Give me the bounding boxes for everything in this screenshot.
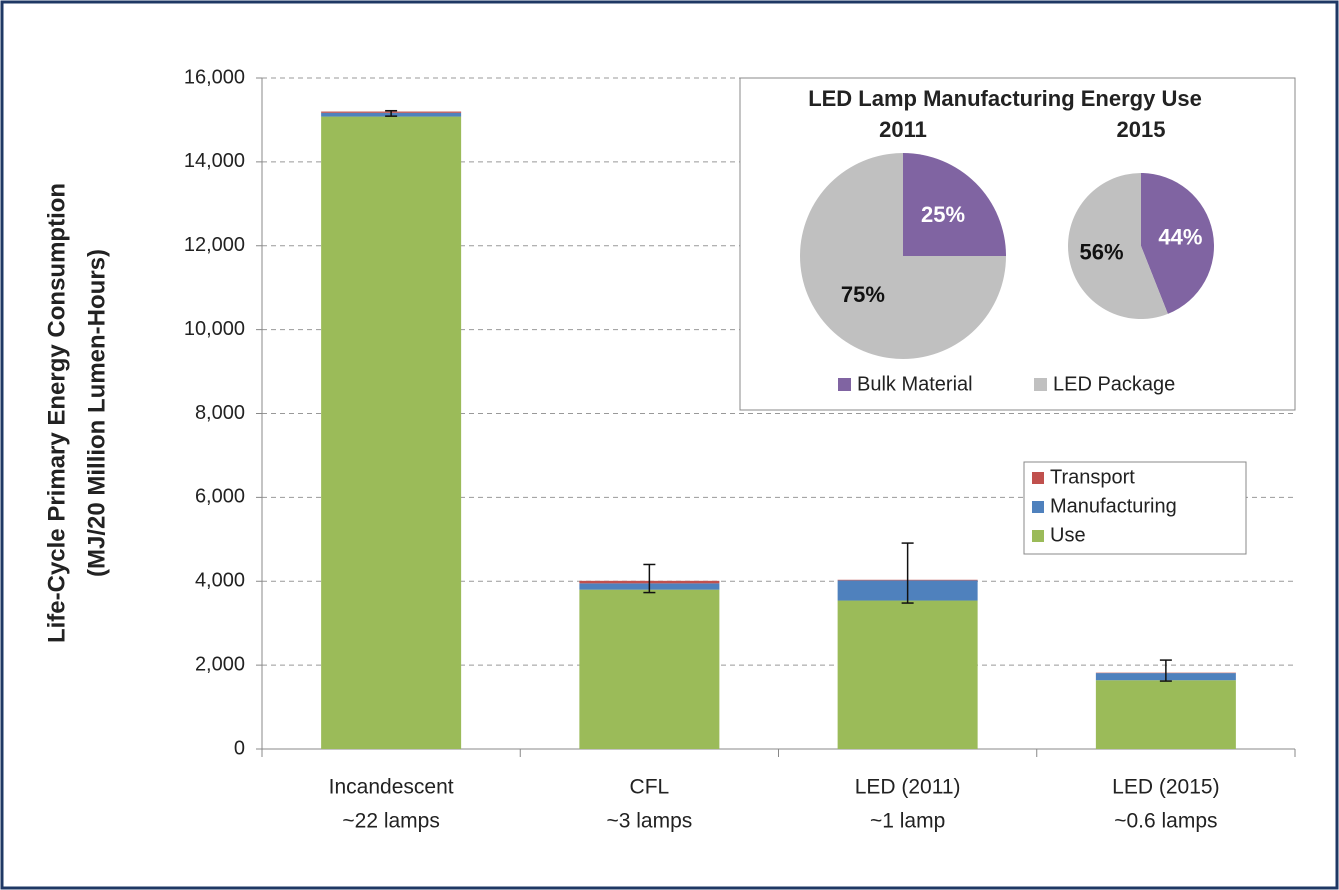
y-tick-label: 6,000 — [195, 486, 245, 508]
x-tick-label: LED (2015) — [1112, 776, 1219, 799]
legend-label: Manufacturing — [1050, 495, 1177, 517]
legend-swatch — [1032, 472, 1044, 484]
y-tick-label: 16,000 — [184, 66, 245, 88]
y-tick-label: 2,000 — [195, 653, 245, 675]
pie-label: 2015 — [1117, 117, 1166, 142]
pie-slice — [1068, 173, 1168, 319]
legend-swatch — [1034, 378, 1047, 391]
y-axis-label: (MJ/20 Million Lumen-Hours) — [83, 249, 110, 577]
x-tick-label: LED (2011) — [855, 776, 961, 799]
pie-slice — [903, 153, 1006, 256]
x-tick-label: ~22 lamps — [342, 810, 439, 833]
y-tick-label: 12,000 — [184, 234, 245, 256]
pie-slice — [800, 153, 1006, 359]
bar-segment — [321, 116, 462, 749]
legend-label: Use — [1050, 524, 1086, 546]
legend-swatch — [838, 378, 851, 391]
x-tick-label: CFL — [630, 776, 670, 799]
legend-label: Transport — [1050, 466, 1135, 488]
bar-segment — [837, 600, 978, 749]
slice-label: 56% — [1080, 239, 1124, 264]
legend-label: Bulk Material — [857, 373, 973, 395]
y-axis-label: Life-Cycle Primary Energy Consumption — [43, 183, 70, 643]
x-tick-label: Incandescent — [329, 776, 454, 799]
slice-label: 44% — [1158, 224, 1202, 249]
y-tick-label: 8,000 — [195, 402, 245, 424]
y-tick-label: 10,000 — [184, 318, 245, 340]
inset-title: LED Lamp Manufacturing Energy Use — [808, 86, 1202, 111]
pie-slice — [1141, 173, 1214, 314]
y-tick-label: 14,000 — [184, 150, 245, 172]
slice-label: 25% — [921, 202, 965, 227]
y-tick-label: 0 — [234, 737, 245, 759]
x-tick-label: ~1 lamp — [870, 810, 945, 833]
slice-label: 75% — [841, 282, 885, 307]
y-tick-label: 4,000 — [195, 570, 245, 592]
x-tick-label: ~0.6 lamps — [1114, 810, 1217, 833]
legend-swatch — [1032, 530, 1044, 542]
bar-segment — [579, 589, 720, 749]
legend-box — [1023, 461, 1247, 555]
pie-label: 2011 — [879, 117, 927, 142]
legend-label: LED Package — [1053, 373, 1175, 395]
legend-swatch — [1032, 501, 1044, 513]
bar-segment — [1095, 680, 1236, 749]
x-tick-label: ~3 lamps — [606, 810, 692, 833]
